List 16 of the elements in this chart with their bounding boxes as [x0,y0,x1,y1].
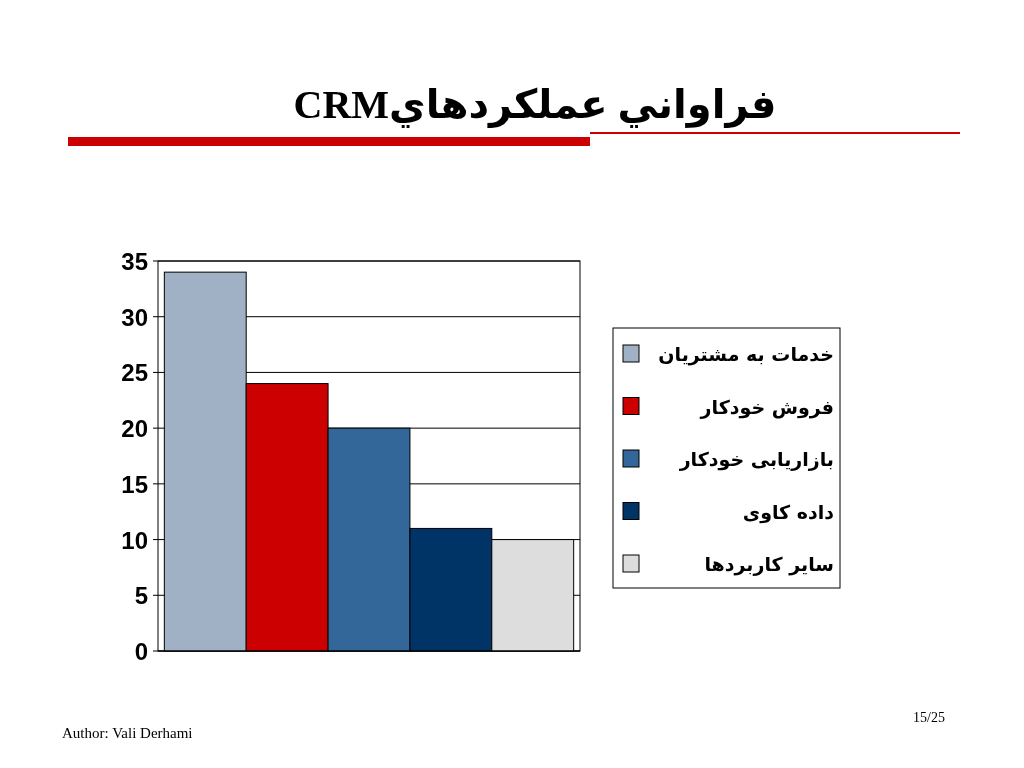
y-tick-label: 30 [121,303,148,331]
chart-title: فراواني عملكردهايCRM [293,82,777,128]
text: 15/25 [913,710,945,725]
text: داده کاوی [742,500,834,523]
text: سایر کاربردها [704,553,834,575]
legend-label: خدمات به مشتریان [658,343,834,366]
text: فروش خودکار [700,395,834,418]
y-tick-label: 5 [134,582,148,610]
legend-label: بازاریابی خودکار [678,448,834,471]
y-tick-label: 0 [134,638,148,665]
text: Author: Vali Derhami [62,725,193,741]
y-tick-label: 35 [121,248,148,275]
y-tick-label: 20 [121,415,148,443]
y-tick-label: 10 [121,526,148,554]
y-tick-label: 15 [121,470,148,498]
y-tick-label: 25 [121,359,148,387]
